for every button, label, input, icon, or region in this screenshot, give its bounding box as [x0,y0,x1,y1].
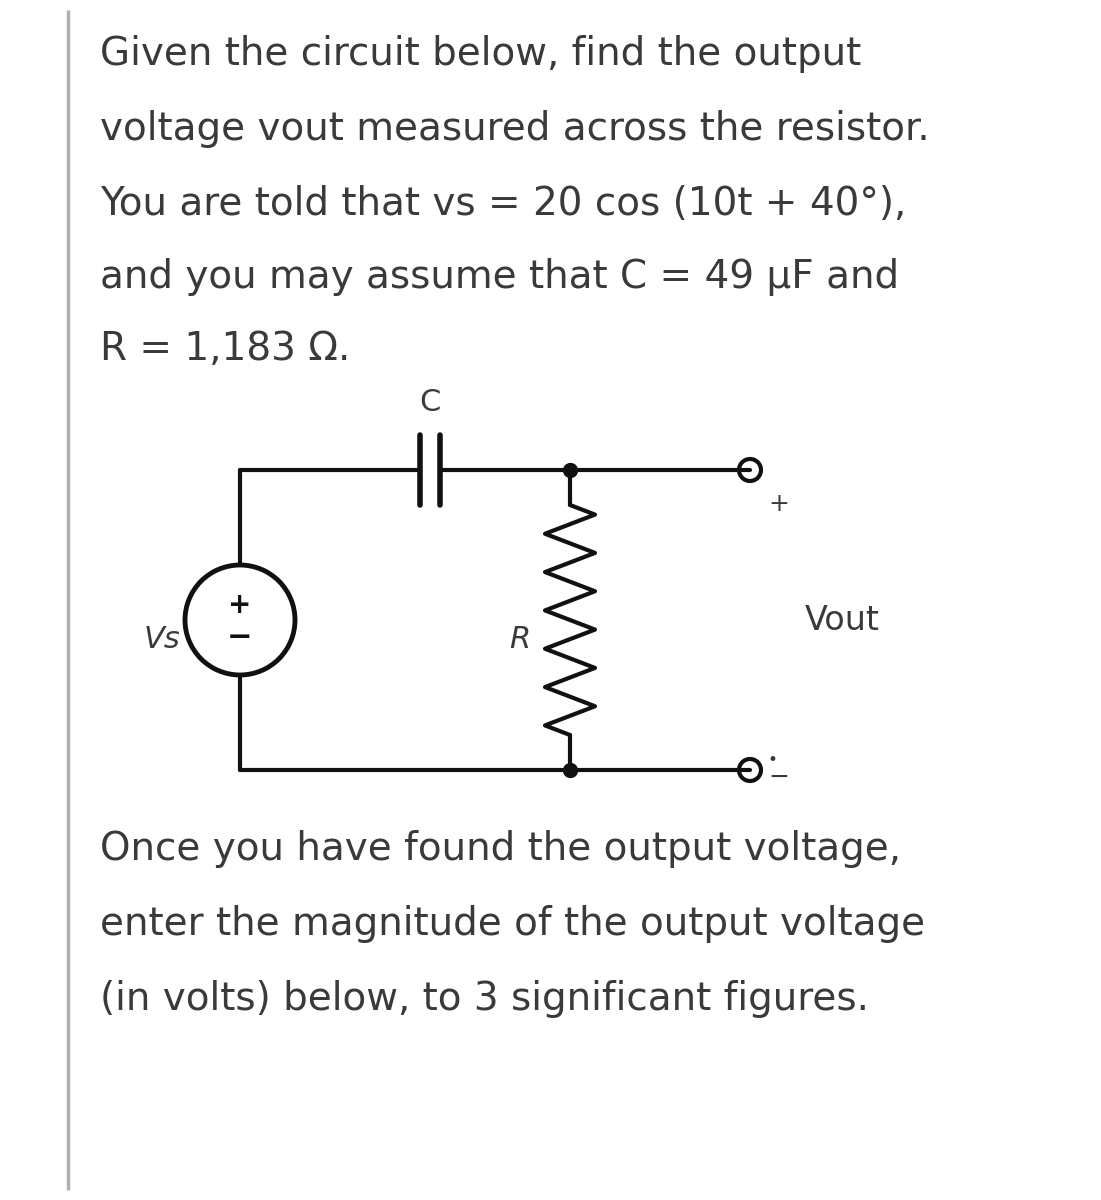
Text: −: − [768,766,789,790]
Text: −: − [227,624,253,653]
Text: Once you have found the output voltage,: Once you have found the output voltage, [100,830,901,868]
Text: and you may assume that C = 49 μF and: and you may assume that C = 49 μF and [100,258,900,296]
Text: Vout: Vout [805,604,880,636]
Text: Given the circuit below, find the output: Given the circuit below, find the output [100,35,861,73]
Text: You are told that vs = 20 cos (10t + 40°),: You are told that vs = 20 cos (10t + 40°… [100,185,906,223]
Text: R: R [509,625,530,654]
Text: Vs: Vs [143,625,179,654]
Text: +: + [228,590,252,619]
Text: •: • [768,751,778,769]
Text: R = 1,183 Ω.: R = 1,183 Ω. [100,330,350,368]
Text: enter the magnitude of the output voltage: enter the magnitude of the output voltag… [100,905,925,943]
Text: voltage vout measured across the resistor.: voltage vout measured across the resisto… [100,110,929,148]
Text: C: C [419,388,440,416]
Text: +: + [768,492,789,516]
Text: (in volts) below, to 3 significant figures.: (in volts) below, to 3 significant figur… [100,980,869,1018]
